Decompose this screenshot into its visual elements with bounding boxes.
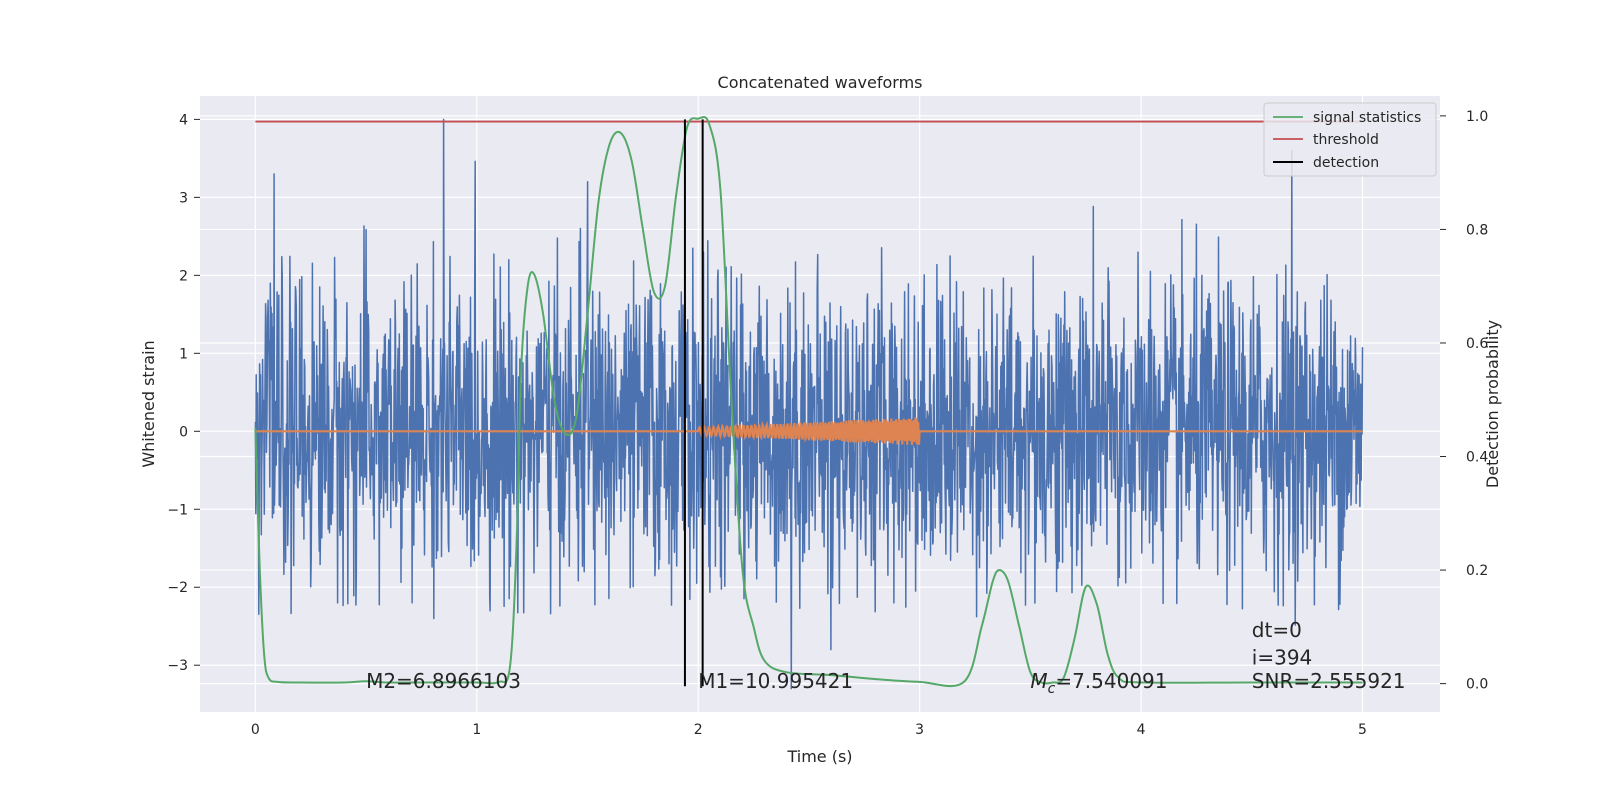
y-tick-label: 2 xyxy=(179,268,188,284)
y-tick-label: 0 xyxy=(179,424,188,440)
y2-tick-label: 1.0 xyxy=(1466,109,1488,125)
annotation-label: i=394 xyxy=(1252,645,1313,669)
series-line-template xyxy=(255,417,1363,445)
x-tick-label: 0 xyxy=(251,722,260,738)
y-tick-label: −1 xyxy=(167,502,188,518)
x-axis-title: Time (s) xyxy=(786,747,852,766)
annotation-label: SNR=2.555921 xyxy=(1252,669,1406,693)
y-tick-label: 4 xyxy=(179,112,188,128)
y2-tick-label: 0.4 xyxy=(1466,450,1488,466)
y2-tick-label: 0.8 xyxy=(1466,222,1488,238)
x-tick-label: 2 xyxy=(694,722,703,738)
legend-label-signal-statistics: signal statistics xyxy=(1313,110,1421,126)
y-tick-label: 3 xyxy=(179,190,188,206)
y-tick-label: 1 xyxy=(179,346,188,362)
chart-title: Concatenated waveforms xyxy=(718,73,923,92)
y2-tick-label: 0.6 xyxy=(1466,336,1488,352)
legend: signal statistics threshold detection xyxy=(1263,102,1437,177)
x-tick-label: 3 xyxy=(915,722,924,738)
y2-tick-label: 0.2 xyxy=(1466,563,1488,579)
y2-axis-title: Detection probability xyxy=(1483,320,1502,488)
annotation-label: Mc=7.540091 xyxy=(1030,669,1167,697)
ticks: 0 1 2 3 4 5 −3 −2 −1 0 1 2 3 4 0.0 0.2 0.4 0.6 0.8 1.0 xyxy=(167,109,1488,738)
annotations: M2=6.8966103 M1=10.995421 Mc=7.540091 dt=0 i… xyxy=(366,618,1405,697)
x-tick-label: 5 xyxy=(1358,722,1367,738)
y-tick-label: −3 xyxy=(167,658,188,674)
annotation-label: M1=10.995421 xyxy=(698,669,853,693)
y-axis-title: Whitened strain xyxy=(139,340,158,467)
x-tick-label: 1 xyxy=(472,722,481,738)
y-tick-label: −2 xyxy=(167,580,188,596)
y2-tick-label: 0.0 xyxy=(1466,677,1488,693)
legend-label-threshold: threshold xyxy=(1313,132,1379,148)
legend-label-detection: detection xyxy=(1313,155,1379,171)
legend-box xyxy=(1263,102,1437,177)
x-tick-label: 4 xyxy=(1137,722,1146,738)
series-line-whitened-strain xyxy=(254,118,1364,690)
series-layer xyxy=(254,115,1364,690)
annotation-label: dt=0 xyxy=(1252,618,1302,642)
annotation-label: M2=6.8966103 xyxy=(366,669,521,693)
series-line-signal-statistics xyxy=(254,115,1363,688)
